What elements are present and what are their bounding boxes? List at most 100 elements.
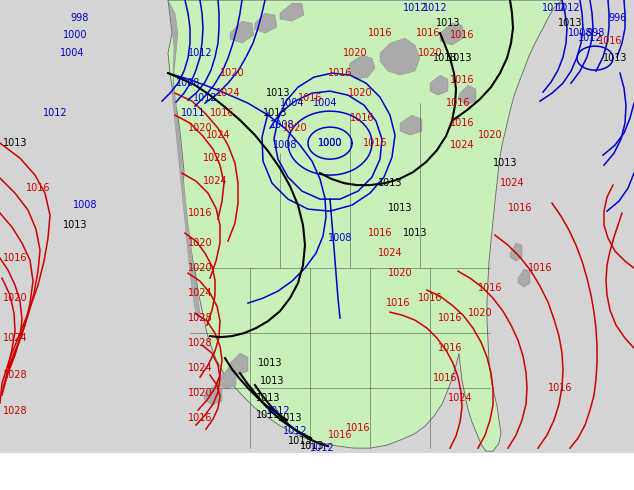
Text: 1012: 1012 — [555, 3, 580, 13]
Text: 1012: 1012 — [309, 443, 334, 453]
Polygon shape — [400, 115, 422, 135]
Text: 1012: 1012 — [423, 3, 448, 13]
Text: 1013: 1013 — [256, 410, 280, 420]
Text: 1000: 1000 — [63, 30, 87, 40]
Text: 1016: 1016 — [548, 383, 573, 393]
Text: 1012: 1012 — [42, 108, 67, 118]
Text: 1020: 1020 — [477, 130, 502, 140]
Text: 1000: 1000 — [318, 138, 342, 148]
Text: 1024: 1024 — [188, 288, 212, 298]
Text: 1012: 1012 — [541, 3, 566, 13]
Text: 1016: 1016 — [328, 430, 353, 440]
Polygon shape — [280, 3, 304, 21]
Text: 1020: 1020 — [188, 123, 212, 133]
Text: 1016: 1016 — [437, 313, 462, 323]
Text: 1020: 1020 — [188, 238, 212, 248]
Text: 1013: 1013 — [448, 53, 472, 63]
Text: 1013: 1013 — [288, 436, 313, 446]
Text: 1013: 1013 — [493, 158, 517, 168]
Text: 1020: 1020 — [347, 88, 372, 98]
Text: 1008: 1008 — [328, 233, 353, 243]
Text: 1013: 1013 — [436, 18, 460, 28]
Text: 1013: 1013 — [558, 18, 582, 28]
Polygon shape — [230, 21, 254, 43]
Text: 1000: 1000 — [318, 138, 342, 148]
Text: 1016: 1016 — [446, 98, 470, 108]
Text: 1013: 1013 — [378, 178, 402, 188]
Text: 1024: 1024 — [448, 393, 472, 403]
Text: 1013: 1013 — [63, 220, 87, 230]
Polygon shape — [518, 269, 530, 287]
Text: 1016: 1016 — [416, 28, 440, 38]
Polygon shape — [458, 85, 476, 105]
Text: 1016: 1016 — [346, 423, 370, 433]
Text: 1020: 1020 — [418, 48, 443, 58]
Text: 1016: 1016 — [368, 28, 392, 38]
Text: 1004: 1004 — [280, 98, 304, 108]
Text: 1016: 1016 — [433, 373, 457, 383]
Text: 1020: 1020 — [283, 123, 307, 133]
Text: 1013: 1013 — [260, 376, 284, 386]
Text: 1013: 1013 — [258, 358, 282, 368]
Text: 1012: 1012 — [266, 406, 290, 416]
Text: 1013: 1013 — [300, 441, 324, 451]
Text: 998: 998 — [71, 13, 89, 23]
Text: 1013: 1013 — [278, 413, 302, 423]
Text: 998: 998 — [587, 28, 605, 38]
Text: 1028: 1028 — [188, 313, 212, 323]
Text: 1024: 1024 — [378, 248, 403, 258]
Polygon shape — [168, 0, 562, 451]
Text: 1024: 1024 — [450, 140, 474, 150]
Text: Surface pressure [hPa] ECMWF: Surface pressure [hPa] ECMWF — [6, 460, 216, 473]
Text: 1016: 1016 — [328, 68, 353, 78]
Text: 1016: 1016 — [437, 343, 462, 353]
Text: 1016: 1016 — [527, 263, 552, 273]
Text: 1008: 1008 — [176, 78, 200, 88]
Text: 1016: 1016 — [350, 113, 374, 123]
Text: 1020: 1020 — [188, 263, 212, 273]
Text: 1016: 1016 — [298, 93, 322, 103]
Text: 1012: 1012 — [403, 3, 427, 13]
Text: 1016: 1016 — [3, 253, 27, 263]
Text: 1020: 1020 — [3, 293, 27, 303]
Text: 1024: 1024 — [216, 88, 240, 98]
Text: 1016: 1016 — [188, 413, 212, 423]
Text: 1013: 1013 — [403, 228, 427, 238]
Text: 1011: 1011 — [181, 108, 205, 118]
Text: 1016: 1016 — [26, 183, 50, 193]
Text: 1020: 1020 — [468, 308, 493, 318]
Text: 1016: 1016 — [508, 203, 533, 213]
Text: 1013: 1013 — [3, 138, 27, 148]
Text: 1013: 1013 — [262, 108, 287, 118]
Text: 1016: 1016 — [368, 228, 392, 238]
Text: Th 30-05-2024 15:00 UTC (18+69): Th 30-05-2024 15:00 UTC (18+69) — [395, 457, 628, 470]
Text: 1004: 1004 — [313, 98, 337, 108]
Polygon shape — [380, 38, 420, 75]
Text: 1013: 1013 — [603, 53, 627, 63]
Polygon shape — [348, 55, 375, 79]
Text: 1008: 1008 — [568, 28, 592, 38]
Polygon shape — [216, 369, 236, 389]
Text: 1024: 1024 — [500, 178, 524, 188]
Polygon shape — [254, 13, 277, 33]
Text: 1016: 1016 — [598, 36, 622, 46]
Text: 1016: 1016 — [478, 283, 502, 293]
Polygon shape — [168, 0, 200, 318]
Text: 1016: 1016 — [385, 298, 410, 308]
Text: 1012: 1012 — [193, 93, 217, 103]
Text: 1020: 1020 — [220, 68, 244, 78]
Text: © weatheronline.co.uk: © weatheronline.co.uk — [478, 473, 628, 486]
Text: 1016: 1016 — [363, 138, 387, 148]
Text: 1028: 1028 — [203, 153, 228, 163]
Text: 1013: 1013 — [256, 393, 280, 403]
Text: 1012: 1012 — [283, 426, 307, 436]
Text: 1008: 1008 — [269, 120, 294, 130]
Text: 1008: 1008 — [73, 200, 97, 210]
Text: 1028: 1028 — [3, 370, 27, 380]
Text: 1020: 1020 — [188, 388, 212, 398]
Polygon shape — [228, 353, 248, 375]
Text: 1020: 1020 — [343, 48, 367, 58]
Text: 1020: 1020 — [387, 268, 412, 278]
Text: 1024: 1024 — [3, 333, 27, 343]
Text: 1004: 1004 — [60, 48, 84, 58]
